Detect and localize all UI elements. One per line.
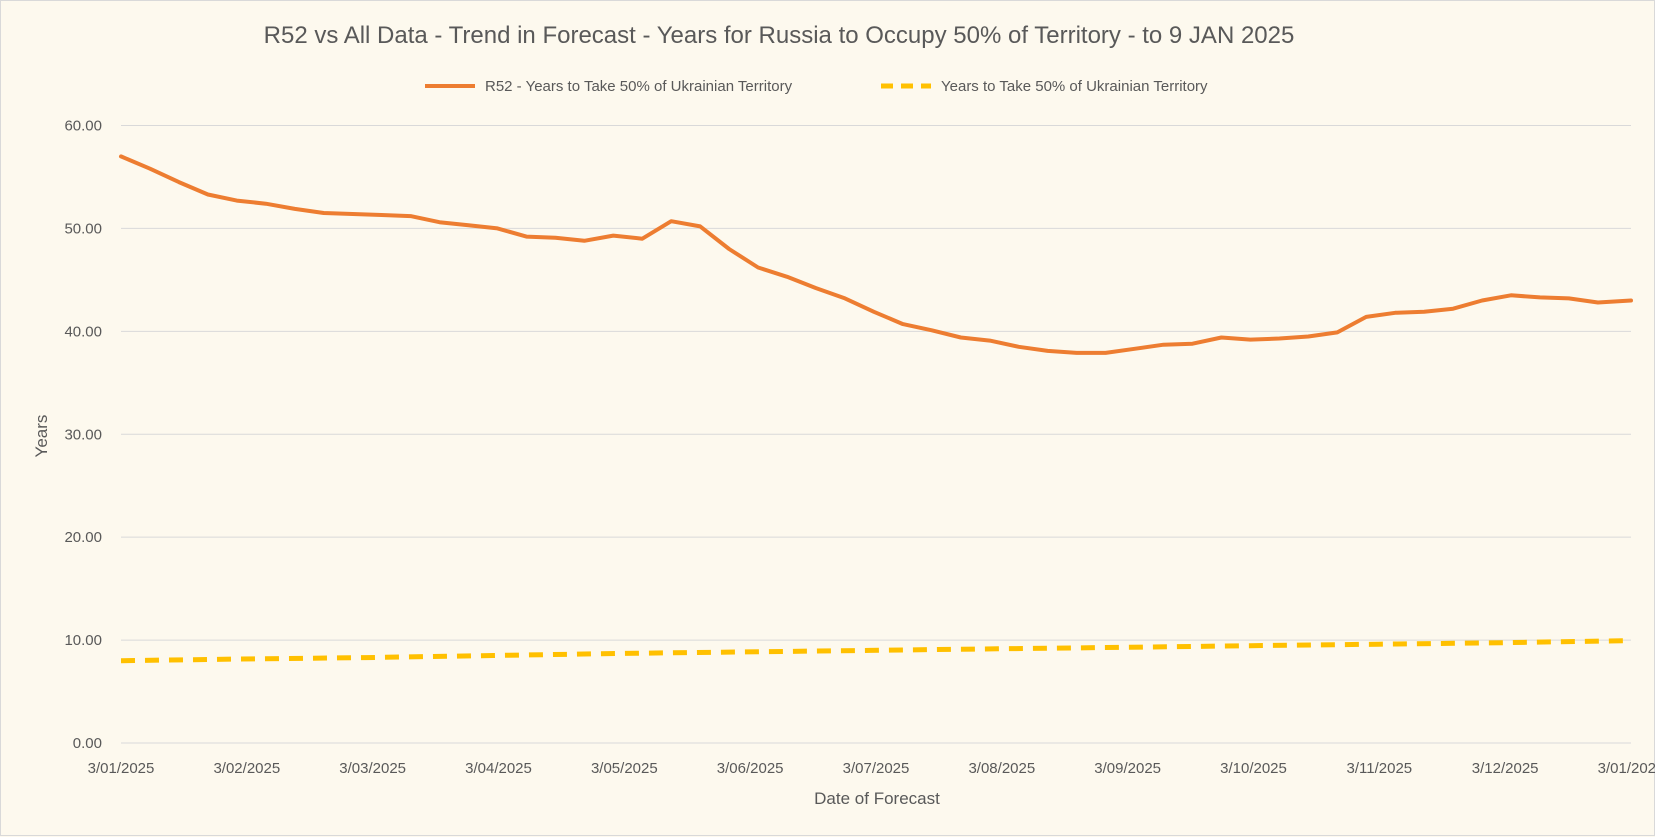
y-tick-label: 20.00 bbox=[64, 529, 102, 546]
x-tick-label: 3/04/2025 bbox=[465, 760, 532, 777]
legend-label-r52: R52 - Years to Take 50% of Ukrainian Ter… bbox=[485, 78, 793, 95]
y-tick-label: 10.00 bbox=[64, 632, 102, 649]
y-tick-label: 0.00 bbox=[73, 735, 102, 752]
x-tick-label: 3/12/2025 bbox=[1472, 760, 1539, 777]
x-tick-label: 3/05/2025 bbox=[591, 760, 658, 777]
x-tick-label: 3/01/2025 bbox=[88, 760, 155, 777]
x-axis-ticks: 3/01/2025 3/02/2025 3/03/2025 3/04/2025 3/05… bbox=[88, 760, 1655, 777]
x-tick-label: 3/08/2025 bbox=[968, 760, 1035, 777]
x-tick-label: 3/10/2025 bbox=[1220, 760, 1287, 777]
series-layer bbox=[119, 154, 1633, 664]
x-tick-label: 3/11/2025 bbox=[1347, 760, 1413, 777]
x-tick-label: 3/03/2025 bbox=[339, 760, 406, 777]
y-tick-label: 50.00 bbox=[64, 220, 102, 237]
series-line-r52 bbox=[119, 154, 1633, 355]
chart-title: R52 vs All Data - Trend in Forecast - Ye… bbox=[264, 22, 1295, 49]
x-axis-label: Date of Forecast bbox=[814, 789, 940, 808]
x-tick-label: 3/09/2025 bbox=[1094, 760, 1161, 777]
y-axis-label: Years bbox=[32, 415, 51, 458]
legend: R52 - Years to Take 50% of Ukrainian Ter… bbox=[425, 78, 1208, 95]
x-tick-label: 3/06/2025 bbox=[717, 760, 784, 777]
y-tick-label: 30.00 bbox=[64, 426, 102, 443]
y-tick-label: 40.00 bbox=[64, 323, 102, 340]
legend-label-all-data: Years to Take 50% of Ukrainian Territory bbox=[941, 78, 1208, 95]
series-line-all-data bbox=[120, 638, 1632, 664]
y-axis-ticks: 0.00 10.00 20.00 30.00 40.00 50.00 60.00 bbox=[64, 118, 102, 753]
gridlines bbox=[121, 125, 1631, 744]
x-tick-label: 3/07/2025 bbox=[843, 760, 910, 777]
y-tick-label: 60.00 bbox=[64, 118, 102, 135]
x-tick-label: 3/01/2026 bbox=[1598, 760, 1655, 777]
x-tick-label: 3/02/2025 bbox=[213, 760, 280, 777]
